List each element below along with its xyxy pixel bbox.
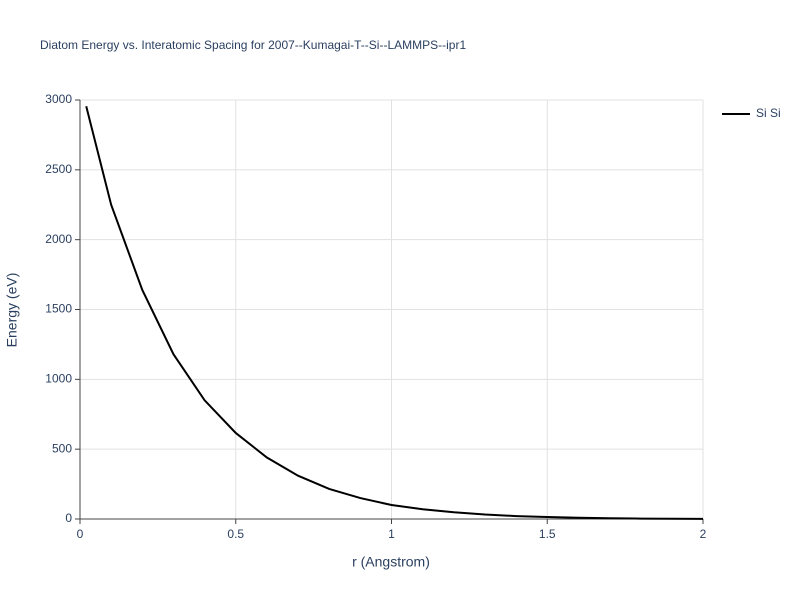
y-tick-label: 2000 [45, 232, 72, 246]
y-tick-label: 3000 [45, 92, 72, 106]
line-series [85, 106, 704, 520]
y-tick-label: 0 [65, 511, 72, 525]
x-tick-label: 0.5 [227, 527, 244, 541]
x-tick-label: 1 [388, 527, 395, 541]
x-axis-title: r (Angstrom) [352, 554, 430, 570]
legend-label: Si Si [756, 106, 781, 120]
x-tick-label: 2 [700, 527, 707, 541]
y-axis-title: Energy (eV) [4, 273, 20, 348]
y-tick-label: 500 [52, 441, 72, 455]
y-tick-label: 1000 [45, 372, 72, 386]
x-tick-label: 1.5 [539, 527, 556, 541]
y-tick-label: 1500 [45, 302, 72, 316]
chart-title: Diatom Energy vs. Interatomic Spacing fo… [40, 38, 466, 52]
x-tick-label: 0 [77, 527, 84, 541]
y-tick-label: 2500 [45, 162, 72, 176]
